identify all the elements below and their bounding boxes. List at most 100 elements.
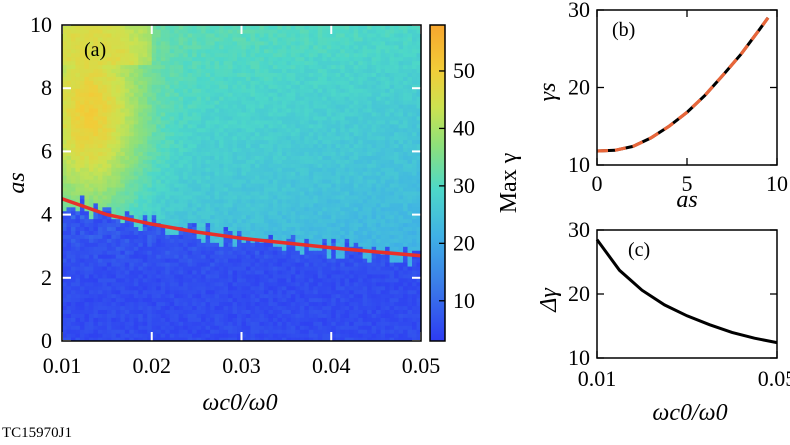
heatmap-cell [115, 301, 121, 307]
heatmap-cell [263, 68, 270, 73]
heatmap-cell [263, 321, 270, 326]
heatmap-cell [138, 143, 144, 149]
heatmap-cell [277, 92, 283, 97]
heatmap-cell [129, 96, 135, 101]
heatmap-cell [79, 265, 86, 271]
heatmap-cell [84, 72, 90, 77]
heatmap-cell [111, 155, 117, 160]
heatmap-cell [66, 262, 72, 267]
heatmap-cell [120, 52, 126, 58]
heatmap-cell [214, 115, 220, 121]
heatmap-cell [201, 210, 207, 216]
heatmap-cell [308, 333, 314, 338]
heatmap-cell [147, 265, 153, 271]
heatmap-cell [340, 226, 346, 231]
heatmap-cell [124, 104, 130, 109]
heatmap-cell [254, 127, 261, 133]
heatmap-cell [183, 250, 189, 255]
heatmap-cell [192, 143, 198, 149]
heatmap-cell [290, 305, 296, 310]
heatmap-cell [335, 159, 341, 164]
heatmap-cell [223, 40, 229, 46]
heatmap-cell [299, 234, 305, 239]
heatmap-cell [138, 25, 144, 30]
heatmap-cell [115, 325, 121, 330]
heatmap-cell [62, 123, 68, 129]
heatmap-cell [174, 258, 180, 263]
heatmap-cell [245, 265, 252, 271]
heatmap-cell [192, 104, 198, 109]
heatmap-cell [142, 250, 148, 255]
heatmap-cell [178, 32, 184, 38]
heatmap-cell [219, 273, 225, 279]
heatmap-cell [174, 246, 180, 251]
heatmap-cell [151, 143, 157, 149]
heatmap-cell [214, 167, 220, 172]
heatmap-cell [308, 25, 314, 30]
heatmap-cell [290, 40, 296, 46]
heatmap-cell [183, 28, 189, 34]
heatmap-cell [165, 131, 171, 137]
heatmap-cell [178, 115, 184, 121]
heatmap-cell [308, 36, 314, 42]
heatmap-cell [192, 175, 198, 180]
heatmap-cell [232, 32, 238, 38]
heatmap-cell [174, 25, 180, 30]
heatmap-cell [250, 277, 256, 283]
heatmap-cell [102, 84, 108, 89]
heatmap-cell [250, 104, 256, 109]
heatmap-cell [223, 147, 229, 152]
heatmap-cell [169, 155, 175, 160]
heatmap-cell [138, 32, 144, 38]
heatmap-cell [111, 309, 117, 314]
heatmap-cell [259, 277, 265, 283]
heatmap-cell [313, 305, 319, 310]
heatmap-cell [156, 246, 162, 251]
heatmap-cell [79, 329, 86, 334]
heatmap-cell [111, 293, 117, 299]
heatmap-cell [196, 218, 202, 224]
heatmap-cell [138, 111, 144, 117]
heatmap-cell [192, 32, 198, 38]
heatmap-cell [219, 246, 225, 251]
heatmap-cell [111, 147, 117, 152]
heatmap-cell [272, 151, 278, 156]
heatmap-cell [331, 273, 337, 279]
heatmap-cell [124, 40, 130, 46]
heatmap-cell [317, 151, 323, 156]
heatmap-cell [223, 337, 229, 341]
heatmap-cell [124, 163, 130, 168]
heatmap-cell [299, 186, 305, 192]
heatmap-cell [326, 100, 332, 105]
heatmap-cell [187, 246, 193, 251]
heatmap-cell [210, 265, 216, 271]
heatmap-cell [75, 123, 81, 129]
heatmap-cell [88, 52, 95, 58]
heatmap-cell [160, 28, 166, 34]
heatmap-cell [129, 151, 135, 156]
heatmap-cell [277, 100, 283, 105]
heatmap-cell [205, 206, 211, 212]
heatmap-cell [151, 92, 157, 97]
heatmap-cell [70, 104, 77, 109]
heatmap-cell [115, 25, 121, 30]
heatmap-cell [187, 159, 193, 164]
heatmap-cell [138, 44, 144, 50]
heatmap-cell [223, 64, 229, 70]
heatmap-cell [290, 333, 296, 338]
heatmap-cell [115, 131, 121, 137]
heatmap-cell [183, 104, 189, 109]
heatmap-cell [322, 230, 328, 235]
heatmap-cell [313, 64, 319, 70]
heatmap-cell [147, 151, 153, 156]
heatmap-cell [187, 139, 193, 145]
heatmap-cell [196, 119, 202, 125]
heatmap-cell [214, 159, 220, 164]
heatmap-cell [124, 111, 130, 117]
heatmap-cell [259, 301, 265, 307]
heatmap-cell [214, 214, 220, 220]
heatmap-cell [124, 68, 130, 73]
heatmap-cell [268, 88, 274, 93]
heatmap-cell [183, 179, 189, 184]
heatmap-cell [295, 293, 301, 299]
